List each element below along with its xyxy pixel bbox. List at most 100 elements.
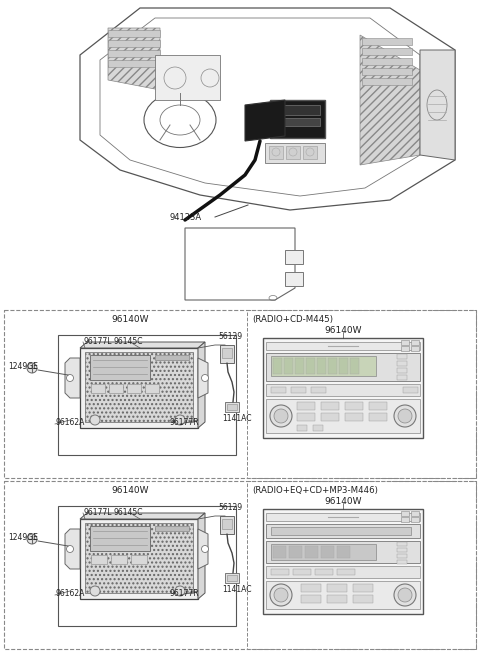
Polygon shape [198,358,208,398]
Bar [225,573,239,583]
Bar [297,425,307,431]
Bar [353,584,373,592]
Bar [311,387,326,393]
Bar [275,118,320,126]
Bar [108,50,160,57]
Bar [271,356,376,376]
Bar [362,38,412,45]
Bar [90,355,150,380]
Bar [339,358,348,374]
Bar [284,358,293,374]
Ellipse shape [398,588,412,602]
Bar [350,358,359,374]
Bar [271,544,376,560]
Bar [411,517,419,522]
Bar [301,595,321,603]
Ellipse shape [394,584,416,606]
Bar [328,358,337,374]
Bar [275,105,320,115]
Polygon shape [65,358,80,398]
Bar [271,527,411,535]
Bar [397,542,407,546]
Polygon shape [245,100,285,141]
Bar [108,40,160,47]
Text: 1249GE: 1249GE [8,533,38,542]
Bar [4,310,476,478]
Bar [266,399,420,433]
Text: (RADIO+CD-M445): (RADIO+CD-M445) [252,315,333,324]
Bar [111,555,127,564]
Ellipse shape [202,546,208,552]
Bar [321,546,334,558]
Bar [295,358,304,374]
Bar [369,402,387,410]
Bar [291,387,306,393]
Bar [286,146,300,159]
Polygon shape [65,529,80,569]
Ellipse shape [90,415,100,425]
Ellipse shape [274,588,288,602]
Text: 1141AC: 1141AC [222,585,252,594]
Bar [155,55,220,100]
Bar [285,250,303,264]
Bar [397,548,407,552]
Bar [108,60,160,67]
Bar [108,30,160,37]
Bar [273,358,282,374]
Bar [345,402,363,410]
Bar [321,413,339,421]
Polygon shape [420,50,455,160]
Bar [289,546,302,558]
Bar [80,348,198,428]
Text: 96177L: 96177L [83,508,111,517]
Bar [266,513,420,521]
Polygon shape [198,513,205,599]
Bar [263,509,423,614]
Bar [265,143,325,163]
Bar [85,352,193,422]
Text: 96140W: 96140W [324,326,362,335]
Bar [397,361,407,366]
Bar [362,58,412,65]
Text: 94123A: 94123A [170,213,202,222]
Bar [227,404,237,410]
Bar [222,348,232,358]
Bar [222,519,232,529]
Bar [270,100,325,138]
Bar [91,384,105,393]
Bar [315,569,333,575]
Polygon shape [80,513,205,519]
Bar [266,384,420,396]
Bar [90,526,150,551]
Ellipse shape [270,405,292,427]
Bar [227,575,237,581]
Bar [247,310,476,478]
Bar [266,581,420,609]
Bar [155,526,189,531]
Text: 96177L: 96177L [83,337,111,346]
Bar [327,584,347,592]
Polygon shape [108,28,160,90]
Bar [155,355,189,360]
Bar [58,506,236,626]
Bar [85,523,193,593]
Bar [401,346,409,351]
Text: 1249GE: 1249GE [8,362,38,371]
Bar [397,560,407,564]
Bar [266,353,420,381]
Bar [369,413,387,421]
Text: 96140W: 96140W [111,315,149,324]
Polygon shape [198,342,205,428]
Bar [411,340,419,345]
Bar [353,595,373,603]
Ellipse shape [398,409,412,423]
Ellipse shape [67,546,73,552]
Text: 96145C: 96145C [113,508,143,517]
Bar [285,272,303,286]
Bar [345,413,363,421]
Text: 96145C: 96145C [113,337,143,346]
Ellipse shape [202,375,208,382]
Ellipse shape [175,586,185,596]
Bar [127,384,141,393]
Bar [131,555,147,564]
